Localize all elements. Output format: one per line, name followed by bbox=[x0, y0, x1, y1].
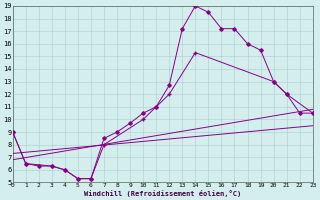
X-axis label: Windchill (Refroidissement éolien,°C): Windchill (Refroidissement éolien,°C) bbox=[84, 190, 241, 197]
